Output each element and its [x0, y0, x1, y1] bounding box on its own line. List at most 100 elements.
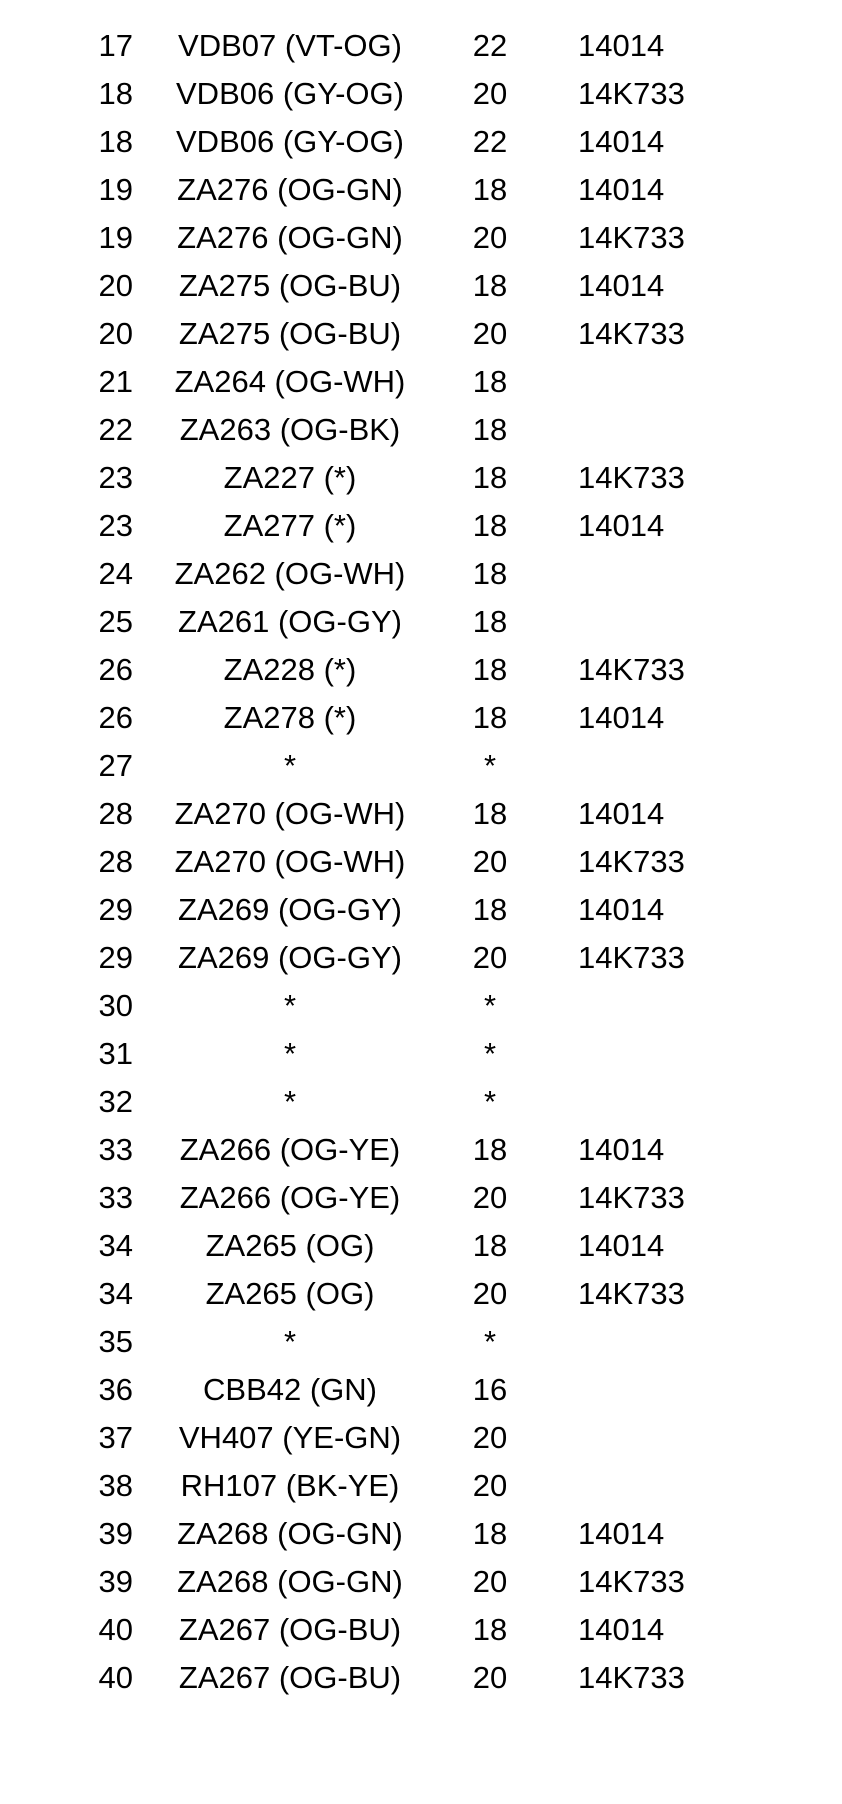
gauge-cell: 18	[472, 556, 508, 591]
table-row: 26 ZA278 (*) 18 14014	[0, 694, 842, 742]
wire-code-cell: ZA278 (*)	[223, 700, 357, 735]
gauge-cell: 18	[472, 460, 508, 495]
table-row: 31 * *	[0, 1030, 842, 1078]
table-row: 39 ZA268 (OG-GN) 20 14K733	[0, 1558, 842, 1606]
table-row: 18 VDB06 (GY-OG) 20 14K733	[0, 70, 842, 118]
row-number-cell: 24	[98, 556, 133, 591]
part-number-cell: 14K733	[578, 1660, 685, 1695]
row-number-cell: 39	[98, 1564, 133, 1599]
wire-code-cell: ZA261 (OG-GY)	[178, 604, 402, 639]
row-number-cell: 18	[98, 76, 133, 111]
gauge-cell: 18	[472, 268, 508, 303]
row-number-cell: 17	[98, 28, 133, 63]
wire-code-cell: *	[283, 988, 297, 1023]
gauge-cell: 20	[472, 1660, 508, 1695]
wire-code-cell: ZA270 (OG-WH)	[174, 796, 406, 831]
gauge-cell: 20	[472, 1420, 508, 1455]
part-number-cell	[578, 1366, 842, 1414]
gauge-cell: *	[483, 748, 497, 783]
wire-code-cell: VDB06 (GY-OG)	[176, 76, 404, 111]
wire-code-cell: ZA277 (*)	[223, 508, 357, 543]
gauge-cell: *	[483, 1084, 497, 1119]
gauge-cell: 18	[472, 700, 508, 735]
wire-code-cell: ZA265 (OG)	[205, 1276, 375, 1311]
table-row: 22 ZA263 (OG-BK) 18	[0, 406, 842, 454]
part-number-cell	[578, 982, 842, 1030]
table-row: 30 * *	[0, 982, 842, 1030]
table-row: 33 ZA266 (OG-YE) 18 14014	[0, 1126, 842, 1174]
row-number-cell: 33	[98, 1132, 133, 1167]
table-row: 29 ZA269 (OG-GY) 18 14014	[0, 886, 842, 934]
table-row: 35 * *	[0, 1318, 842, 1366]
gauge-cell: 18	[472, 1516, 508, 1551]
table-row: 34 ZA265 (OG) 18 14014	[0, 1222, 842, 1270]
table-row: 34 ZA265 (OG) 20 14K733	[0, 1270, 842, 1318]
part-number-cell: 14014	[578, 1132, 665, 1167]
table-row: 38 RH107 (BK-YE) 20	[0, 1462, 842, 1510]
part-number-cell: 14014	[578, 1228, 665, 1263]
gauge-cell: 18	[472, 892, 508, 927]
row-number-cell: 23	[98, 460, 133, 495]
table-row: 40 ZA267 (OG-BU) 18 14014	[0, 1606, 842, 1654]
wire-code-cell: ZA267 (OG-BU)	[178, 1660, 402, 1695]
table-row: 18 VDB06 (GY-OG) 22 14014	[0, 118, 842, 166]
wire-code-cell: *	[283, 1324, 297, 1359]
table-row: 27 * *	[0, 742, 842, 790]
wire-code-cell: ZA268 (OG-GN)	[177, 1564, 403, 1599]
part-number-cell: 14K733	[578, 76, 685, 111]
wire-code-cell: ZA263 (OG-BK)	[179, 412, 401, 447]
gauge-cell: 20	[472, 316, 508, 351]
table-row: 29 ZA269 (OG-GY) 20 14K733	[0, 934, 842, 982]
part-number-cell: 14014	[578, 28, 665, 63]
row-number-cell: 26	[98, 652, 133, 687]
row-number-cell: 28	[98, 844, 133, 879]
table-row: 26 ZA228 (*) 18 14K733	[0, 646, 842, 694]
part-number-cell	[578, 1318, 842, 1366]
part-number-cell: 14014	[578, 796, 665, 831]
gauge-cell: 18	[472, 652, 508, 687]
table-row: 17 VDB07 (VT-OG) 22 14014	[0, 22, 842, 70]
row-number-cell: 18	[98, 124, 133, 159]
part-number-cell	[578, 358, 842, 406]
row-number-cell: 26	[98, 700, 133, 735]
gauge-cell: 20	[472, 1276, 508, 1311]
table-row: 40 ZA267 (OG-BU) 20 14K733	[0, 1654, 842, 1702]
row-number-cell: 36	[98, 1372, 133, 1407]
gauge-cell: 18	[472, 1228, 508, 1263]
row-number-cell: 19	[98, 220, 133, 255]
part-number-cell: 14K733	[578, 940, 685, 975]
table-row: 28 ZA270 (OG-WH) 20 14K733	[0, 838, 842, 886]
wire-code-cell: ZA264 (OG-WH)	[174, 364, 406, 399]
part-number-cell	[578, 406, 842, 454]
part-number-cell: 14014	[578, 508, 665, 543]
row-number-cell: 21	[98, 364, 133, 399]
part-number-cell	[578, 1030, 842, 1078]
table-row: 28 ZA270 (OG-WH) 18 14014	[0, 790, 842, 838]
row-number-cell: 30	[98, 988, 133, 1023]
gauge-cell: 20	[472, 940, 508, 975]
table-row: 23 ZA277 (*) 18 14014	[0, 502, 842, 550]
wire-code-cell: ZA276 (OG-GN)	[177, 220, 403, 255]
wire-code-cell: ZA270 (OG-WH)	[174, 844, 406, 879]
wire-code-cell: *	[283, 1084, 297, 1119]
table-row: 19 ZA276 (OG-GN) 18 14014	[0, 166, 842, 214]
wire-code-cell: CBB42 (GN)	[203, 1372, 377, 1407]
part-number-cell: 14K733	[578, 1180, 685, 1215]
gauge-cell: 20	[472, 76, 508, 111]
row-number-cell: 31	[98, 1036, 133, 1071]
part-number-cell	[578, 1078, 842, 1126]
part-number-cell: 14014	[578, 700, 665, 735]
gauge-cell: 18	[472, 796, 508, 831]
wire-code-cell: VDB06 (GY-OG)	[176, 124, 404, 159]
gauge-cell: *	[483, 988, 497, 1023]
wire-code-cell: *	[283, 1036, 297, 1071]
gauge-cell: 20	[472, 1180, 508, 1215]
row-number-cell: 19	[98, 172, 133, 207]
row-number-cell: 20	[98, 268, 133, 303]
table-row: 32 * *	[0, 1078, 842, 1126]
part-number-cell	[578, 550, 842, 598]
row-number-cell: 37	[98, 1420, 133, 1455]
wire-code-cell: RH107 (BK-YE)	[180, 1468, 400, 1503]
row-number-cell: 35	[98, 1324, 133, 1359]
